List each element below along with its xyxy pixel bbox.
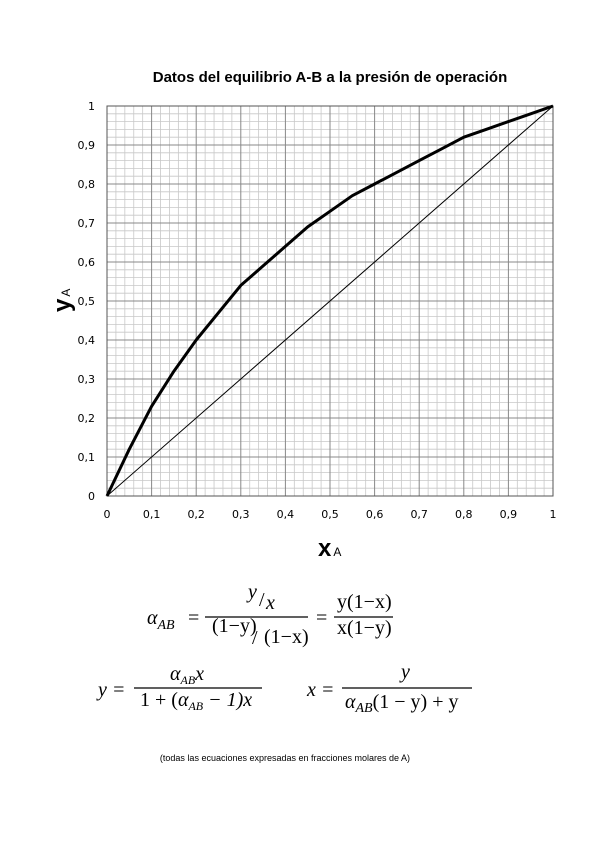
y-tick-label: 0,5	[78, 295, 96, 308]
chart-title: Datos del equilibrio A-B a la presión de…	[153, 69, 508, 86]
x-label-sub: A	[333, 545, 341, 559]
y-label-sub: A	[59, 289, 73, 297]
x-tick-label: 0,3	[232, 508, 250, 521]
eq-term: /	[252, 627, 258, 649]
eq-term: y(1−x)	[337, 591, 392, 613]
y-axis-label: yA	[49, 289, 76, 312]
eq-subscript: AB	[180, 673, 196, 687]
note: (todas las ecuaciones expresadas en frac…	[160, 753, 410, 763]
y-tick-label: 0,6	[78, 256, 96, 269]
eq-term: 1 + (	[140, 689, 178, 711]
eq-sign: =	[188, 607, 199, 629]
eq-term: /	[259, 589, 265, 611]
y-tick-label: 0,8	[78, 178, 96, 191]
eq-term: x	[265, 592, 275, 614]
eq-subscript: AB	[355, 701, 374, 716]
equation: αAB	[147, 607, 175, 633]
x-label: x	[318, 535, 332, 562]
eq-term: αABx	[170, 663, 204, 687]
x-tick-label: 0,1	[143, 508, 161, 521]
data-line	[105, 104, 554, 497]
eq-term: (1 − y) + y	[373, 691, 459, 713]
eq-subscript: AB	[187, 699, 203, 713]
eq-term: − 1)x	[203, 689, 252, 711]
eq-term: y	[246, 581, 257, 603]
eq-symbol: α	[170, 663, 181, 685]
y-tick-label: 0,1	[78, 451, 96, 464]
x-tick-label: 0,9	[500, 508, 518, 521]
y-tick-label: 0,9	[78, 139, 96, 152]
eq-sign: =	[316, 607, 327, 629]
y-tick-label: 1	[88, 100, 95, 113]
eq-term: y	[399, 661, 410, 683]
eq-term: 1 + (αAB − 1)x	[140, 689, 252, 713]
data-line	[106, 105, 554, 497]
x-tick-label: 1	[550, 508, 557, 521]
y-tick-label: 0	[88, 490, 95, 503]
plot: 0 0,1 0,2 0,3 0,4 0,5 0,6 0,7 0,8 0,9 1 0 0,1 0,2 0,3 0…	[78, 100, 557, 521]
x-tick-label: 0,4	[277, 508, 295, 521]
eq-symbol: α	[178, 689, 189, 711]
y-tick-label: 0,3	[78, 373, 96, 386]
eq-term: x =	[306, 679, 334, 701]
plot-frame	[106, 105, 554, 497]
x-tick-label: 0,8	[455, 508, 473, 521]
eq-term: (1−y)	[212, 615, 257, 637]
y-label: y	[49, 298, 76, 312]
x-tick-label: 0,2	[187, 508, 205, 521]
eq-term: x	[194, 663, 204, 685]
x-tick-label: 0,6	[366, 508, 384, 521]
eq-term: αAB(1 − y) + y	[345, 691, 459, 716]
eq-term: (1−x)	[264, 626, 309, 648]
x-tick-label: 0	[104, 508, 111, 521]
x-tick-label: 0,7	[410, 508, 428, 521]
eq-term: y =	[96, 679, 125, 701]
x-tick-label: 0,5	[321, 508, 339, 521]
y-tick-label: 0,4	[78, 334, 96, 347]
y-tick-label: 0,2	[78, 412, 96, 425]
eq-subscript: AB	[157, 618, 176, 633]
eq-symbol: α	[147, 607, 158, 629]
eq-term: x(1−y)	[337, 617, 392, 639]
eq-symbol: α	[345, 691, 356, 713]
y-tick-label: 0,7	[78, 217, 96, 230]
